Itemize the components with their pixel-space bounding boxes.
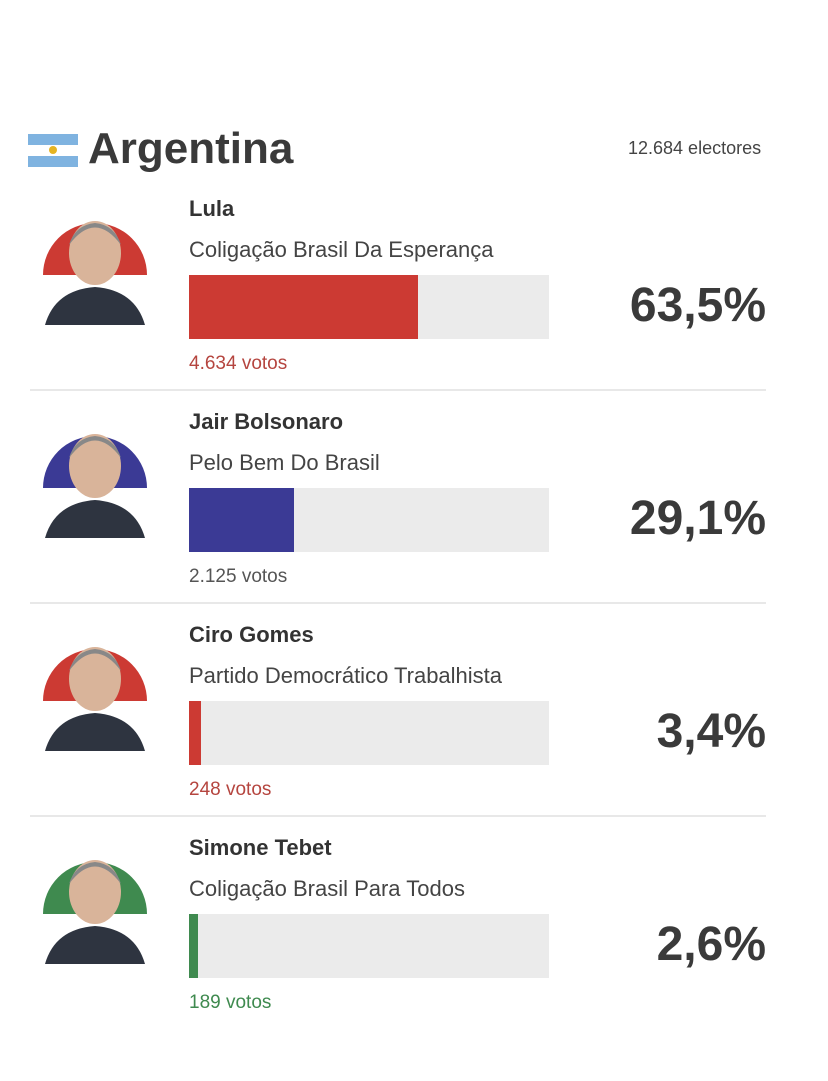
percent-label: 2,6% [656, 918, 766, 971]
votes-count: 2.125 votos [189, 566, 288, 587]
party-name: Coligação Brasil Da Esperança [189, 237, 494, 262]
bar [189, 914, 199, 978]
party-name: Pelo Bem Do Brasil [189, 450, 380, 475]
votes-count: 189 votos [189, 992, 272, 1013]
country-title: Argentina [88, 124, 294, 173]
votes-count: 4.634 votos [189, 353, 288, 374]
candidate-name: Jair Bolsonaro [189, 409, 344, 434]
candidate-name: Ciro Gomes [189, 622, 314, 647]
separator [30, 815, 766, 817]
percent-label: 3,4% [656, 705, 766, 758]
candidate-name: Simone Tebet [189, 835, 332, 860]
portrait [43, 434, 147, 548]
percent-label: 29,1% [629, 492, 766, 545]
separator [30, 389, 766, 391]
party-name: Partido Democrático Trabalhista [189, 663, 503, 688]
flag [28, 134, 78, 167]
electors-count: 12.684 electores [628, 138, 762, 158]
party-name: Coligação Brasil Para Todos [189, 876, 465, 901]
portrait [43, 647, 147, 761]
votes-count: 248 votos [189, 779, 272, 800]
bar [189, 701, 202, 765]
percent-label: 63,5% [629, 279, 766, 332]
bar-track [189, 275, 549, 339]
bar-track [189, 914, 549, 978]
bar-track [189, 488, 549, 552]
portrait [43, 221, 147, 335]
portrait [43, 860, 147, 974]
candidate-name: Lula [189, 196, 235, 221]
bar-track [189, 701, 549, 765]
bar [189, 275, 418, 339]
bar [189, 488, 294, 552]
separator [30, 602, 766, 604]
